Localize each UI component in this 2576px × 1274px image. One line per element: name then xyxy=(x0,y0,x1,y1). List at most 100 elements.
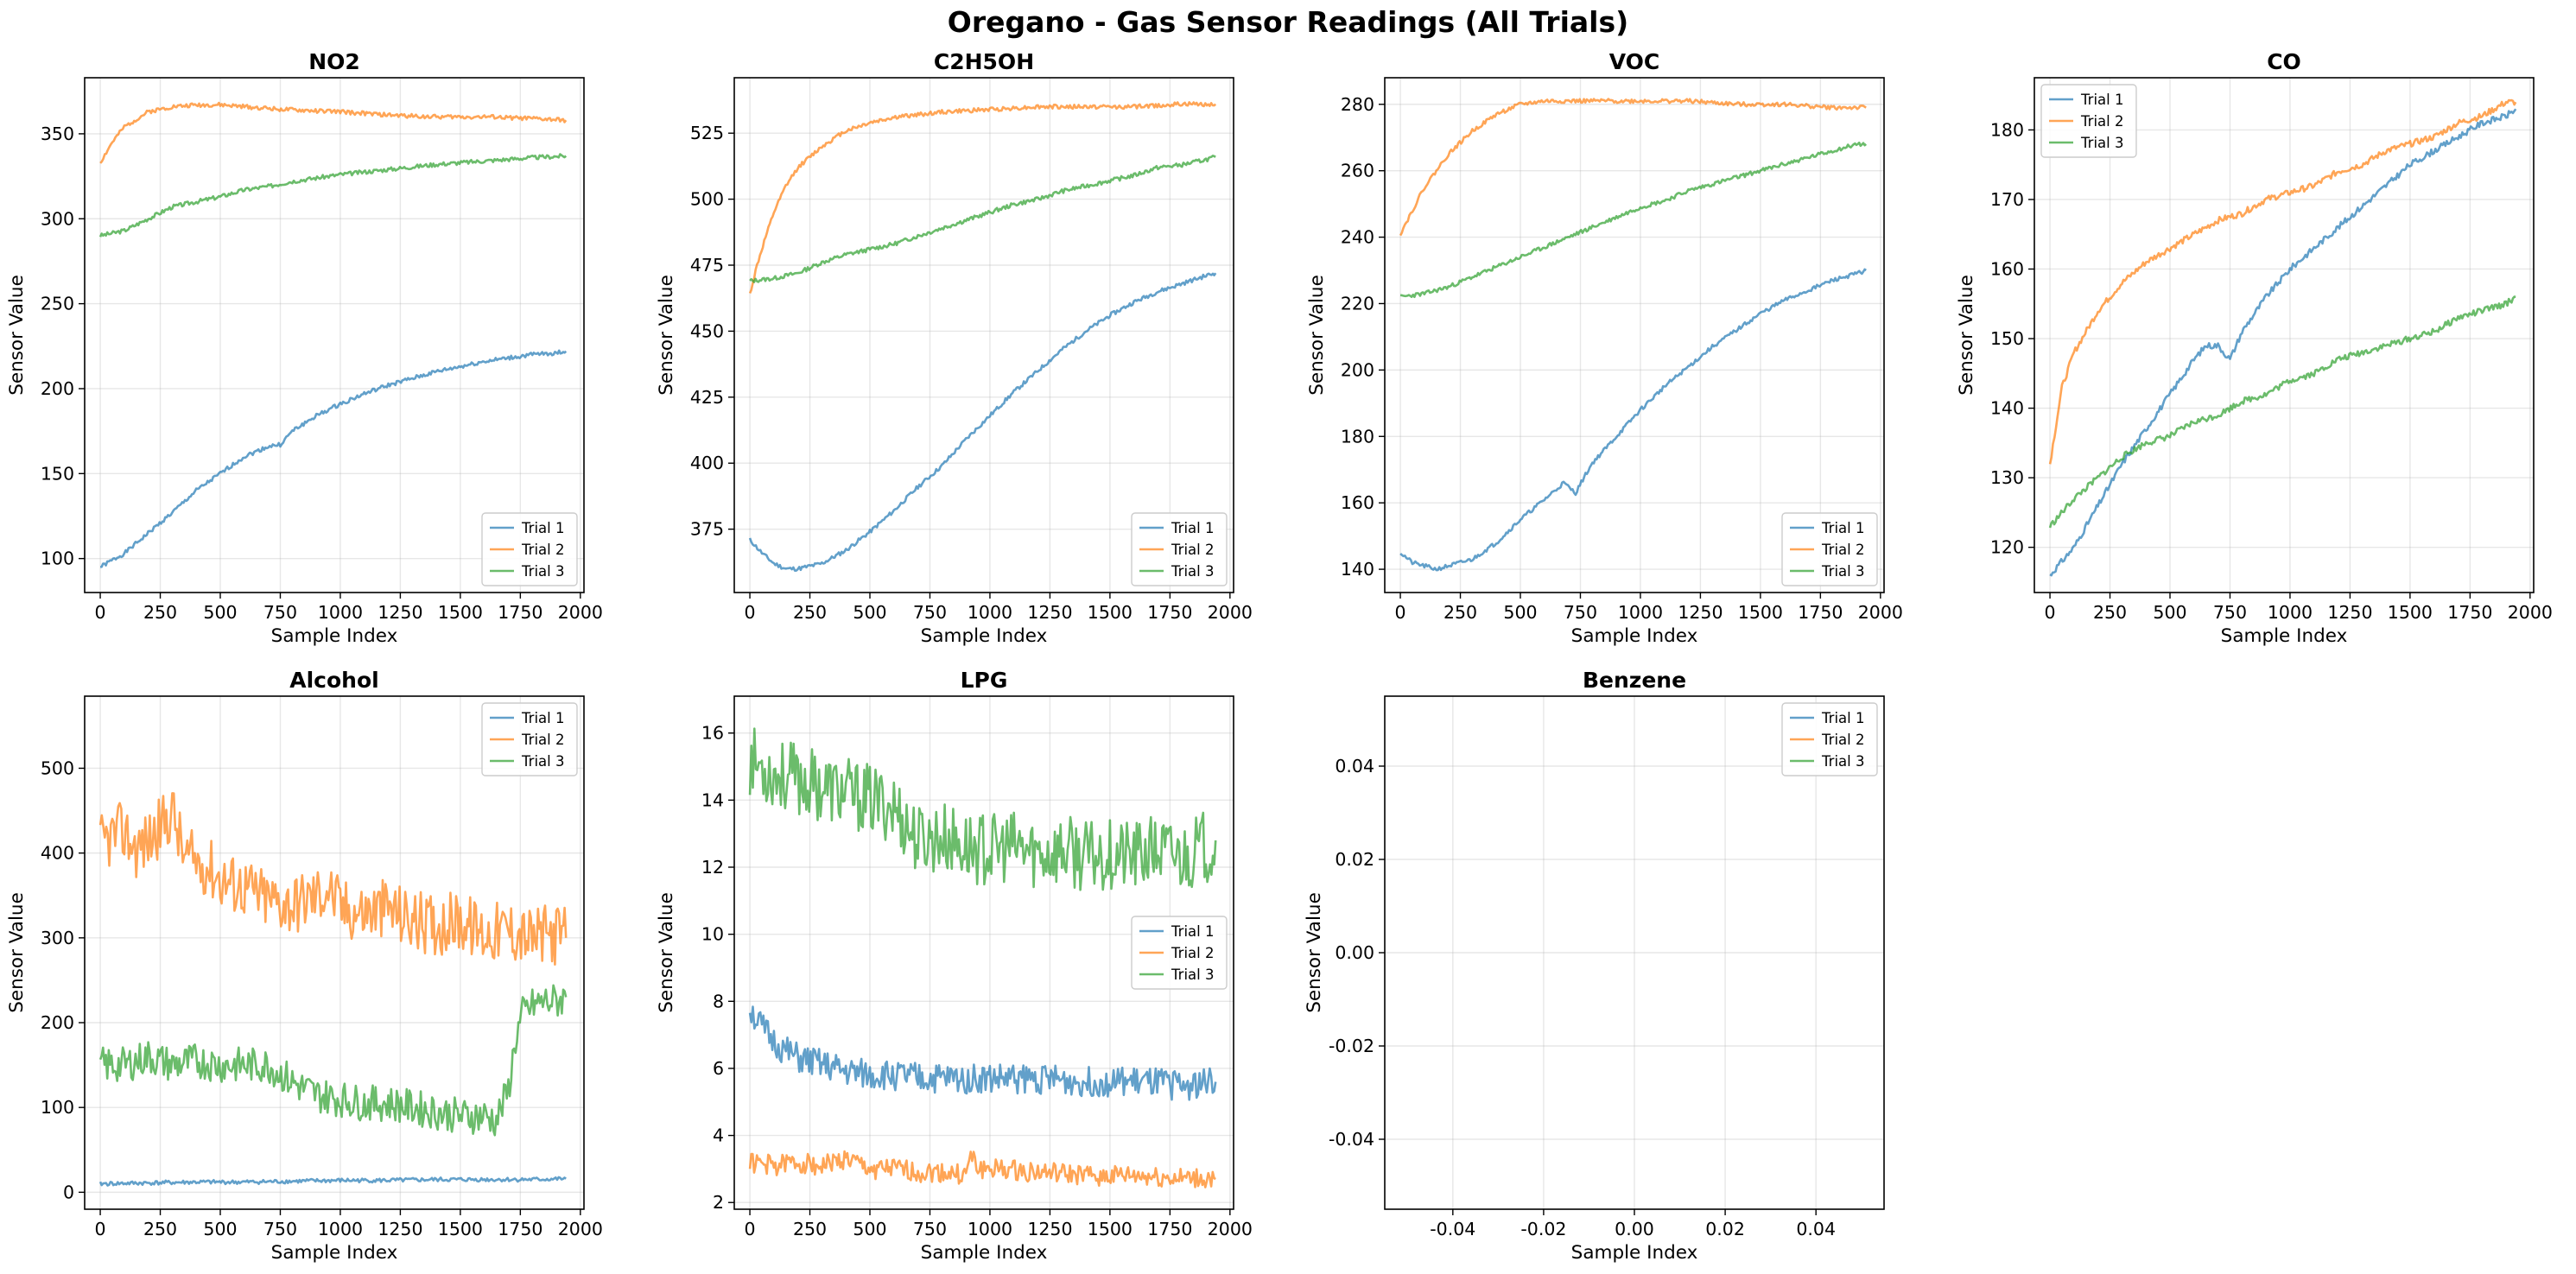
lpg-title: LPG xyxy=(961,668,1008,693)
voc-ytick-label: 160 xyxy=(1341,492,1374,513)
voc-legend-box xyxy=(1781,512,1878,586)
benzene-xtick-label: 0.02 xyxy=(1705,1219,1745,1239)
alcohol-ytick-label: 200 xyxy=(41,1012,74,1033)
no2-legend-label: Trial 2 xyxy=(521,542,564,558)
chart-panel-lpg: 0 250 500 750 1000 1250 1500 1750 2000 2 4 6 8 10 12 14… xyxy=(656,668,1253,1264)
c2h5oh-xtick-label: 2000 xyxy=(1208,602,1253,623)
c2h5oh-xtick-label: 250 xyxy=(793,602,827,623)
benzene-legend-box xyxy=(1781,702,1878,776)
c2h5oh-legend-label: Trial 3 xyxy=(1171,563,1214,580)
lpg-ylabel: Sensor Value xyxy=(656,892,677,1013)
lpg-ytick-label: 4 xyxy=(713,1125,724,1146)
lpg-ytick-label: 6 xyxy=(713,1058,724,1079)
voc-ytick-label: 180 xyxy=(1341,426,1374,447)
alcohol-xtick-label: 1750 xyxy=(498,1219,542,1239)
no2-xtick-label: 2000 xyxy=(558,602,603,623)
alcohol-legend-label: Trial 2 xyxy=(521,732,564,748)
c2h5oh-ytick-label: 425 xyxy=(690,387,724,408)
no2-series-trial-1 xyxy=(100,349,568,568)
c2h5oh-xlabel: Sample Index xyxy=(921,625,1048,647)
benzene-xtick-label: 0.00 xyxy=(1615,1219,1654,1239)
lpg-xtick-label: 1000 xyxy=(968,1219,1012,1239)
voc-ytick-label: 240 xyxy=(1341,227,1374,248)
voc-xtick-label: 1250 xyxy=(1678,602,1723,623)
alcohol-ytick-label: 300 xyxy=(41,928,74,948)
no2-xtick-label: 750 xyxy=(263,602,297,623)
co-ytick-label: 180 xyxy=(1990,119,2024,140)
lpg-xtick-label: 250 xyxy=(793,1219,827,1239)
alcohol-xtick-label: 1500 xyxy=(438,1219,483,1239)
no2-xtick-label: 1250 xyxy=(378,602,422,623)
voc-xtick-label: 500 xyxy=(1503,602,1537,623)
co-xtick-label: 2000 xyxy=(2508,602,2553,623)
figure-title: Oregano - Gas Sensor Readings (All Trial… xyxy=(947,5,1629,39)
lpg-legend-label: Trial 3 xyxy=(1171,967,1214,983)
benzene-ytick-label: 0.02 xyxy=(1335,849,1374,870)
lpg-xtick-label: 1250 xyxy=(1027,1219,1072,1239)
voc-ytick-label: 140 xyxy=(1341,559,1374,580)
c2h5oh-xtick-label: 1750 xyxy=(1147,602,1192,623)
voc-xtick-label: 1750 xyxy=(1798,602,1843,623)
lpg-plot-frame xyxy=(733,695,1234,1210)
alcohol-legend: Trial 1 Trial 2 Trial 3 xyxy=(481,702,578,776)
co-series-trial-2 xyxy=(2048,98,2517,465)
alcohol-xlabel: Sample Index xyxy=(271,1242,398,1264)
co-legend-box xyxy=(2040,84,2137,158)
chart-panel-alcohol: 0 250 500 750 1000 1250 1500 1750 2000 0 100 200 300… xyxy=(6,668,603,1264)
co-plot-frame xyxy=(2034,77,2535,593)
co-legend: Trial 1 Trial 2 Trial 3 xyxy=(2040,84,2137,158)
lpg-legend-label: Trial 1 xyxy=(1171,923,1214,940)
c2h5oh-series-trial-2 xyxy=(748,101,1217,295)
voc-ytick-label: 200 xyxy=(1341,359,1374,380)
alcohol-xtick-label: 250 xyxy=(143,1219,177,1239)
benzene-legend-label: Trial 1 xyxy=(1821,710,1864,726)
benzene-xtick-label: -0.02 xyxy=(1520,1219,1566,1239)
lpg-series-trial-3 xyxy=(748,727,1217,891)
voc-ytick-label: 260 xyxy=(1341,161,1374,181)
c2h5oh-title: C2H5OH xyxy=(934,49,1034,74)
chart-panel-c2h5oh: 0 250 500 750 1000 1250 1500 1750 2000 375 400 425 4… xyxy=(656,49,1253,647)
benzene-xtick-label: 0.04 xyxy=(1796,1219,1836,1239)
c2h5oh-xtick-label: 0 xyxy=(745,602,756,623)
voc-ytick-label: 220 xyxy=(1341,293,1374,314)
c2h5oh-legend-label: Trial 1 xyxy=(1171,520,1214,536)
c2h5oh-series-trial-1 xyxy=(748,272,1217,572)
co-legend-label: Trial 3 xyxy=(2080,135,2123,151)
lpg-xlabel: Sample Index xyxy=(921,1242,1048,1264)
lpg-ytick-label: 16 xyxy=(701,723,724,744)
c2h5oh-xtick-label: 1250 xyxy=(1027,602,1072,623)
lpg-ytick-label: 10 xyxy=(701,924,724,945)
voc-xtick-label: 1500 xyxy=(1738,602,1783,623)
c2h5oh-xtick-label: 500 xyxy=(853,602,886,623)
lpg-xtick-label: 500 xyxy=(853,1219,886,1239)
c2h5oh-ytick-label: 450 xyxy=(690,320,724,341)
voc-series-trial-1 xyxy=(1399,268,1867,572)
benzene-xlabel: Sample Index xyxy=(1571,1242,1698,1264)
no2-legend: Trial 1 Trial 2 Trial 3 xyxy=(481,512,578,586)
c2h5oh-xtick-label: 1500 xyxy=(1088,602,1133,623)
lpg-ytick-label: 14 xyxy=(701,789,724,810)
benzene-ytick-label: 0.04 xyxy=(1335,756,1374,776)
c2h5oh-ytick-label: 500 xyxy=(690,189,724,210)
no2-xtick-label: 250 xyxy=(143,602,177,623)
co-ylabel: Sensor Value xyxy=(1956,275,1977,396)
alcohol-ytick-label: 500 xyxy=(41,757,74,778)
benzene-title: Benzene xyxy=(1583,668,1686,693)
no2-ytick-label: 250 xyxy=(41,294,74,314)
benzene-xtick-label: -0.04 xyxy=(1430,1219,1475,1239)
lpg-series-trial-1 xyxy=(748,1005,1217,1101)
voc-ytick-label: 280 xyxy=(1341,94,1374,115)
no2-title: NO2 xyxy=(308,49,360,74)
alcohol-title: Alcohol xyxy=(289,668,378,693)
no2-legend-label: Trial 3 xyxy=(521,563,564,580)
lpg-legend: Trial 1 Trial 2 Trial 3 xyxy=(1131,916,1228,990)
co-xlabel: Sample Index xyxy=(2221,625,2348,647)
no2-legend-label: Trial 1 xyxy=(521,520,564,536)
lpg-ytick-label: 12 xyxy=(701,857,724,878)
c2h5oh-xtick-label: 750 xyxy=(913,602,947,623)
alcohol-plot-frame xyxy=(84,695,585,1210)
co-ytick-label: 130 xyxy=(1990,467,2024,488)
alcohol-xtick-label: 0 xyxy=(95,1219,106,1239)
chart-panel-no2: 0 250 500 750 1000 1250 1500 1750 2000 100 150 200 2… xyxy=(6,49,603,647)
benzene-legend-label: Trial 3 xyxy=(1821,753,1864,770)
